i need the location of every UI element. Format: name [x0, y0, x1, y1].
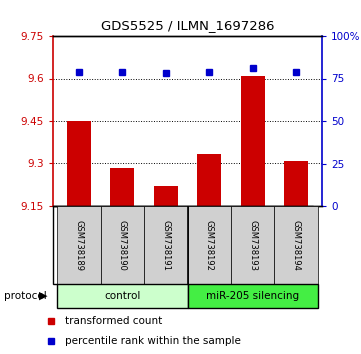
Text: GSM738191: GSM738191	[161, 219, 170, 270]
FancyBboxPatch shape	[57, 206, 101, 284]
Bar	[284, 161, 308, 206]
Text: protocol: protocol	[4, 291, 46, 301]
FancyBboxPatch shape	[187, 206, 231, 284]
FancyBboxPatch shape	[187, 284, 318, 308]
FancyBboxPatch shape	[144, 206, 187, 284]
Text: percentile rank within the sample: percentile rank within the sample	[65, 336, 241, 346]
Text: ▶: ▶	[39, 291, 47, 301]
FancyBboxPatch shape	[231, 206, 274, 284]
Text: miR-205 silencing: miR-205 silencing	[206, 291, 299, 301]
Text: GSM738194: GSM738194	[291, 219, 300, 270]
Text: GSM738193: GSM738193	[248, 219, 257, 270]
Text: GSM738189: GSM738189	[74, 219, 83, 270]
Text: control: control	[104, 291, 140, 301]
Text: GSM738190: GSM738190	[118, 219, 127, 270]
Bar	[154, 186, 178, 206]
Bar	[110, 168, 134, 206]
Bar	[241, 76, 265, 206]
Text: GSM738192: GSM738192	[205, 219, 214, 270]
Text: transformed count: transformed count	[65, 316, 162, 326]
FancyBboxPatch shape	[57, 284, 187, 308]
Bar	[67, 121, 91, 206]
FancyBboxPatch shape	[274, 206, 318, 284]
Bar	[197, 154, 221, 206]
Title: GDS5525 / ILMN_1697286: GDS5525 / ILMN_1697286	[101, 19, 274, 32]
FancyBboxPatch shape	[101, 206, 144, 284]
